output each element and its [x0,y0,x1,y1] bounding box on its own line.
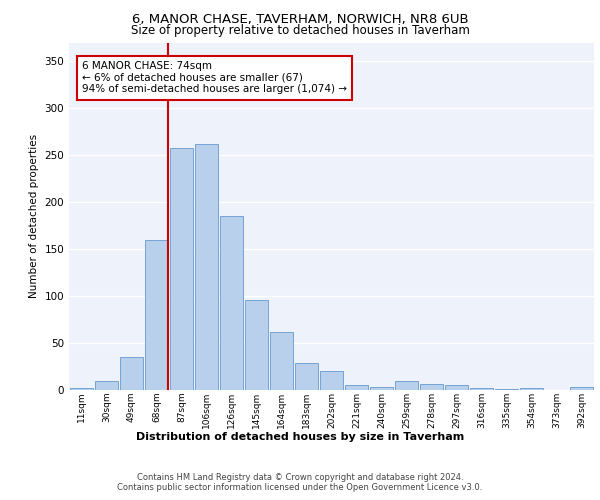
Bar [120,357,143,390]
Text: Contains HM Land Registry data © Crown copyright and database right 2024.: Contains HM Land Registry data © Crown c… [137,472,463,482]
Bar [295,363,318,390]
Bar [145,240,168,390]
Bar [320,371,343,390]
Text: 6, MANOR CHASE, TAVERHAM, NORWICH, NR8 6UB: 6, MANOR CHASE, TAVERHAM, NORWICH, NR8 6… [131,12,469,26]
Text: 6 MANOR CHASE: 74sqm
← 6% of detached houses are smaller (67)
94% of semi-detach: 6 MANOR CHASE: 74sqm ← 6% of detached ho… [82,62,347,94]
Bar [220,216,243,390]
Bar [170,148,193,390]
Text: Distribution of detached houses by size in Taverham: Distribution of detached houses by size … [136,432,464,442]
Bar [395,380,418,390]
Bar [520,388,543,390]
Text: Size of property relative to detached houses in Taverham: Size of property relative to detached ho… [131,24,469,37]
Bar [420,384,443,390]
Bar [445,386,468,390]
Bar [345,386,368,390]
Text: Contains public sector information licensed under the Open Government Licence v3: Contains public sector information licen… [118,482,482,492]
Bar [70,388,93,390]
Bar [195,144,218,390]
Bar [270,332,293,390]
Bar [470,388,493,390]
Bar [370,387,393,390]
Bar [95,380,118,390]
Bar [495,389,518,390]
Bar [570,387,593,390]
Bar [245,300,268,390]
Y-axis label: Number of detached properties: Number of detached properties [29,134,39,298]
